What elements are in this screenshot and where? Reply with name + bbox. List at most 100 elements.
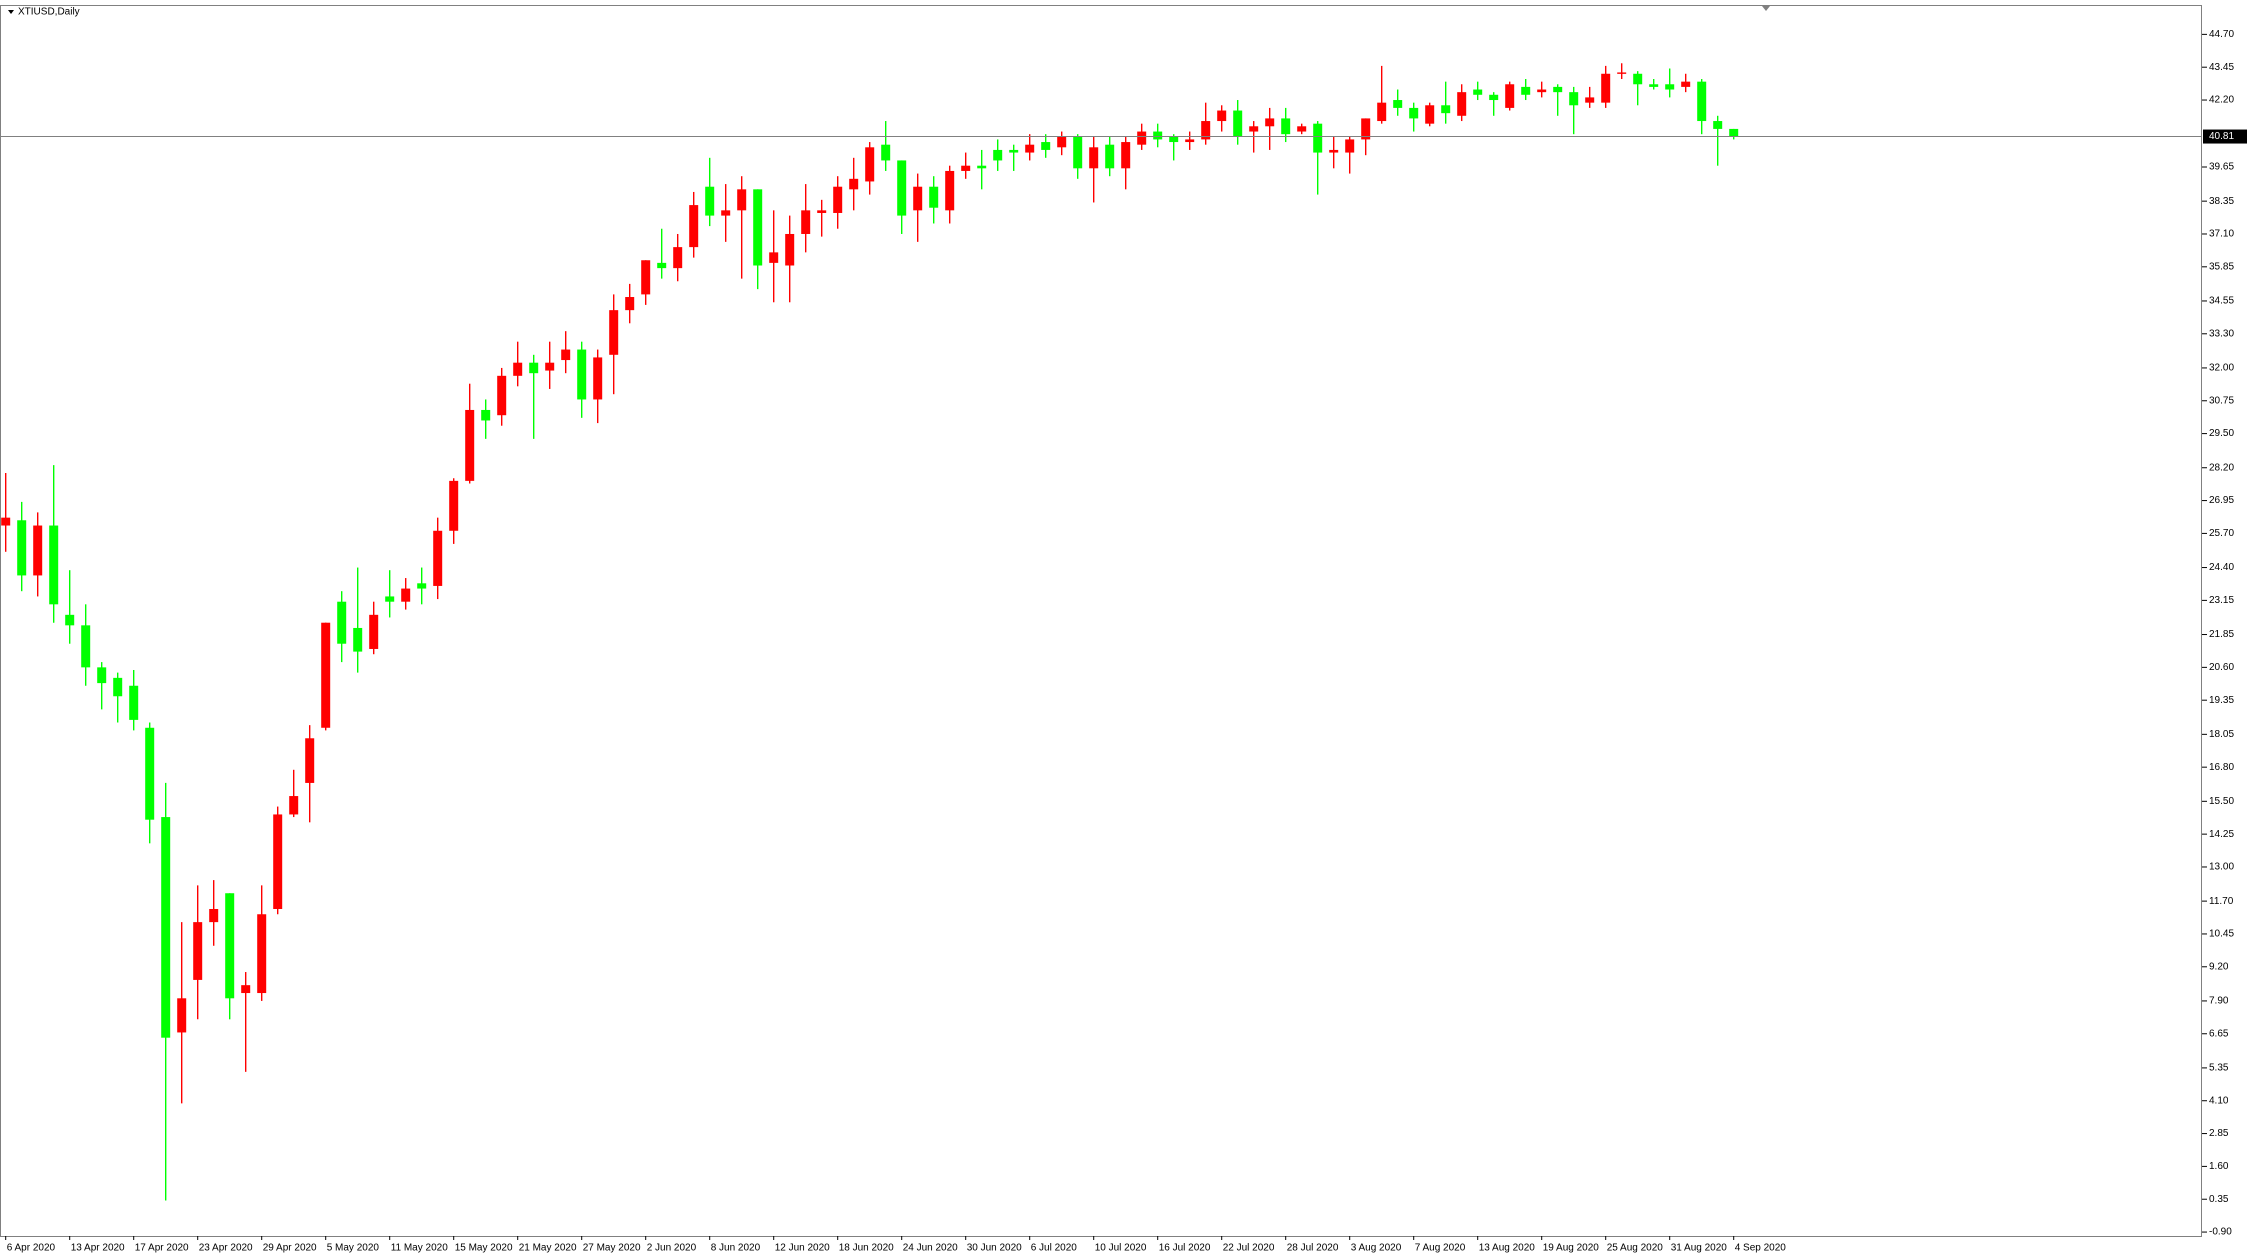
candle-body xyxy=(881,144,891,161)
x-tick-label: 8 Jun 2020 xyxy=(711,1243,761,1254)
y-tick-label: 21.85 xyxy=(2209,629,2234,640)
y-tick-label: 32.00 xyxy=(2209,363,2234,374)
y-tick-label: 6.65 xyxy=(2209,1028,2229,1039)
y-tick-label: 44.70 xyxy=(2209,29,2234,40)
y-tick-label: -0.90 xyxy=(2209,1227,2232,1238)
y-tick-label: 37.10 xyxy=(2209,229,2234,240)
x-tick-label: 29 Apr 2020 xyxy=(263,1243,317,1254)
candle-body xyxy=(1041,142,1051,150)
candle-body xyxy=(1169,136,1179,143)
candle-body xyxy=(353,627,363,652)
candle-body xyxy=(529,362,539,374)
candle-body xyxy=(961,165,971,171)
y-tick-label: 5.35 xyxy=(2209,1063,2229,1074)
x-tick-label: 12 Jun 2020 xyxy=(775,1243,830,1254)
candle-body xyxy=(1393,100,1403,108)
candle-body xyxy=(1297,126,1307,132)
candle-body xyxy=(737,189,747,211)
x-tick-label: 13 Aug 2020 xyxy=(1479,1243,1536,1254)
candle-body xyxy=(913,186,923,211)
y-tick-label: 14.25 xyxy=(2209,829,2234,840)
candle-body xyxy=(1153,131,1163,140)
candle-body xyxy=(785,233,795,266)
candle-body xyxy=(865,147,875,182)
x-tick-label: 15 May 2020 xyxy=(455,1243,513,1254)
candle-body xyxy=(801,210,811,234)
y-tick-label: 39.65 xyxy=(2209,162,2234,173)
candle-body xyxy=(1089,147,1099,169)
x-tick-label: 7 Aug 2020 xyxy=(1415,1243,1466,1254)
candle-body xyxy=(1489,94,1499,101)
candle-body xyxy=(545,362,555,371)
x-tick-label: 2 Jun 2020 xyxy=(647,1243,697,1254)
y-tick-label: 0.35 xyxy=(2209,1194,2229,1205)
x-tick-label: 16 Jul 2020 xyxy=(1159,1243,1211,1254)
candle-body xyxy=(1681,81,1691,87)
candle-body xyxy=(1649,84,1659,87)
candle-body xyxy=(945,170,955,211)
x-tick-label: 25 Aug 2020 xyxy=(1607,1243,1664,1254)
candle-body xyxy=(113,677,123,697)
candle-body xyxy=(385,596,395,602)
candle-body xyxy=(721,210,731,216)
x-tick-label: 21 May 2020 xyxy=(519,1243,577,1254)
candle-body xyxy=(849,178,859,190)
candle-body xyxy=(1009,149,1019,153)
candle-body xyxy=(673,247,683,269)
candle-body xyxy=(1057,136,1067,148)
candle-body xyxy=(1265,118,1275,127)
y-tick-label: 30.75 xyxy=(2209,395,2234,406)
candle-body xyxy=(1025,144,1035,153)
candle-body xyxy=(1233,110,1243,137)
candle-body xyxy=(49,525,59,605)
x-tick-label: 30 Jun 2020 xyxy=(967,1243,1022,1254)
y-tick-label: 26.95 xyxy=(2209,495,2234,506)
candle-body xyxy=(977,165,987,169)
x-tick-label: 28 Jul 2020 xyxy=(1287,1243,1339,1254)
candle-body xyxy=(1633,73,1643,85)
candle-body xyxy=(1521,86,1531,95)
y-tick-label: 42.20 xyxy=(2209,95,2234,106)
x-tick-label: 17 Apr 2020 xyxy=(135,1243,189,1254)
y-tick-label: 23.15 xyxy=(2209,595,2234,606)
candle-body xyxy=(97,667,107,684)
y-tick-label: 33.30 xyxy=(2209,328,2234,339)
candle-body xyxy=(1361,118,1371,140)
candle-body xyxy=(689,205,699,248)
candle-body xyxy=(1697,81,1707,122)
candle-body xyxy=(321,622,331,728)
candle-body xyxy=(305,738,315,783)
candle-body xyxy=(1137,131,1147,145)
candle-body xyxy=(593,357,603,400)
y-tick-label: 29.50 xyxy=(2209,428,2234,439)
candle-body xyxy=(1313,123,1323,153)
shift-marker xyxy=(1762,6,1770,11)
y-tick-label: 19.35 xyxy=(2209,695,2234,706)
candle-body xyxy=(193,922,203,980)
candle-body xyxy=(897,160,907,216)
x-tick-label: 19 Aug 2020 xyxy=(1543,1243,1600,1254)
candle-body xyxy=(1345,139,1355,153)
candle-body xyxy=(289,796,299,815)
candle-body xyxy=(81,625,91,668)
current-price-label: 40.81 xyxy=(2209,131,2234,142)
plot-frame xyxy=(0,5,2202,1237)
y-tick-label: 4.10 xyxy=(2209,1095,2229,1106)
candle-body xyxy=(481,409,491,421)
candle-body xyxy=(257,914,267,994)
candle-body xyxy=(1713,121,1723,129)
x-tick-label: 11 May 2020 xyxy=(391,1243,449,1254)
candle-body xyxy=(657,262,667,269)
candle-body xyxy=(1617,72,1627,74)
candle-body xyxy=(1185,139,1195,143)
candle-body xyxy=(209,908,219,923)
candle-body xyxy=(241,985,251,994)
candle-body xyxy=(1441,105,1451,114)
x-tick-label: 6 Apr 2020 xyxy=(7,1243,56,1254)
title-arrow xyxy=(8,10,14,14)
candle-body xyxy=(1217,110,1227,122)
candle-body xyxy=(1473,89,1483,95)
candle-body xyxy=(625,297,635,311)
candle-body xyxy=(1073,136,1083,169)
